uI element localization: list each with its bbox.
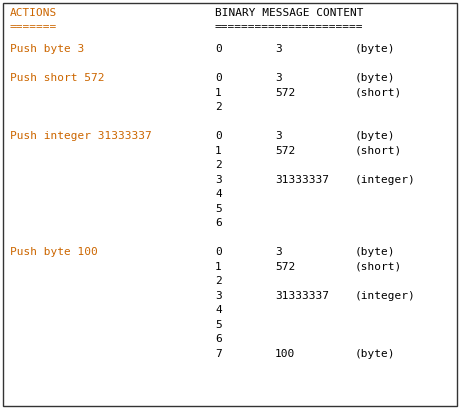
Text: 6: 6	[214, 218, 221, 228]
Text: 4: 4	[214, 189, 221, 199]
Text: ======================: ======================	[214, 22, 363, 32]
Text: Push byte 100: Push byte 100	[10, 247, 98, 257]
Text: 5: 5	[214, 204, 221, 214]
Text: 31333337: 31333337	[274, 175, 328, 185]
Text: 1: 1	[214, 262, 221, 272]
Text: 2: 2	[214, 276, 221, 286]
Text: Push short 572: Push short 572	[10, 73, 104, 83]
Text: 3: 3	[214, 291, 221, 301]
Text: (byte): (byte)	[354, 73, 395, 83]
Text: (byte): (byte)	[354, 247, 395, 257]
Text: 31333337: 31333337	[274, 291, 328, 301]
Text: 4: 4	[214, 305, 221, 315]
Text: 572: 572	[274, 146, 295, 156]
Text: Push integer 31333337: Push integer 31333337	[10, 131, 151, 141]
Text: 3: 3	[274, 73, 281, 83]
Text: =======: =======	[10, 22, 57, 32]
Text: 6: 6	[214, 334, 221, 344]
Text: 572: 572	[274, 88, 295, 98]
Text: 0: 0	[214, 44, 221, 54]
Text: 0: 0	[214, 247, 221, 257]
Text: 572: 572	[274, 262, 295, 272]
Text: 3: 3	[214, 175, 221, 185]
Text: (integer): (integer)	[354, 175, 415, 185]
Text: 2: 2	[214, 102, 221, 112]
Text: 5: 5	[214, 320, 221, 330]
Text: 100: 100	[274, 349, 295, 359]
Text: 0: 0	[214, 131, 221, 141]
Text: (short): (short)	[354, 88, 401, 98]
Text: 2: 2	[214, 160, 221, 170]
Text: 3: 3	[274, 247, 281, 257]
Text: (byte): (byte)	[354, 44, 395, 54]
Text: Push byte 3: Push byte 3	[10, 44, 84, 54]
Text: 7: 7	[214, 349, 221, 359]
Text: (byte): (byte)	[354, 131, 395, 141]
Text: 1: 1	[214, 88, 221, 98]
Text: ACTIONS: ACTIONS	[10, 8, 57, 18]
Text: (short): (short)	[354, 146, 401, 156]
Text: 3: 3	[274, 44, 281, 54]
Text: BINARY MESSAGE CONTENT: BINARY MESSAGE CONTENT	[214, 8, 363, 18]
Text: (integer): (integer)	[354, 291, 415, 301]
Text: (byte): (byte)	[354, 349, 395, 359]
Text: 0: 0	[214, 73, 221, 83]
Text: 1: 1	[214, 146, 221, 156]
Text: 3: 3	[274, 131, 281, 141]
Text: (short): (short)	[354, 262, 401, 272]
